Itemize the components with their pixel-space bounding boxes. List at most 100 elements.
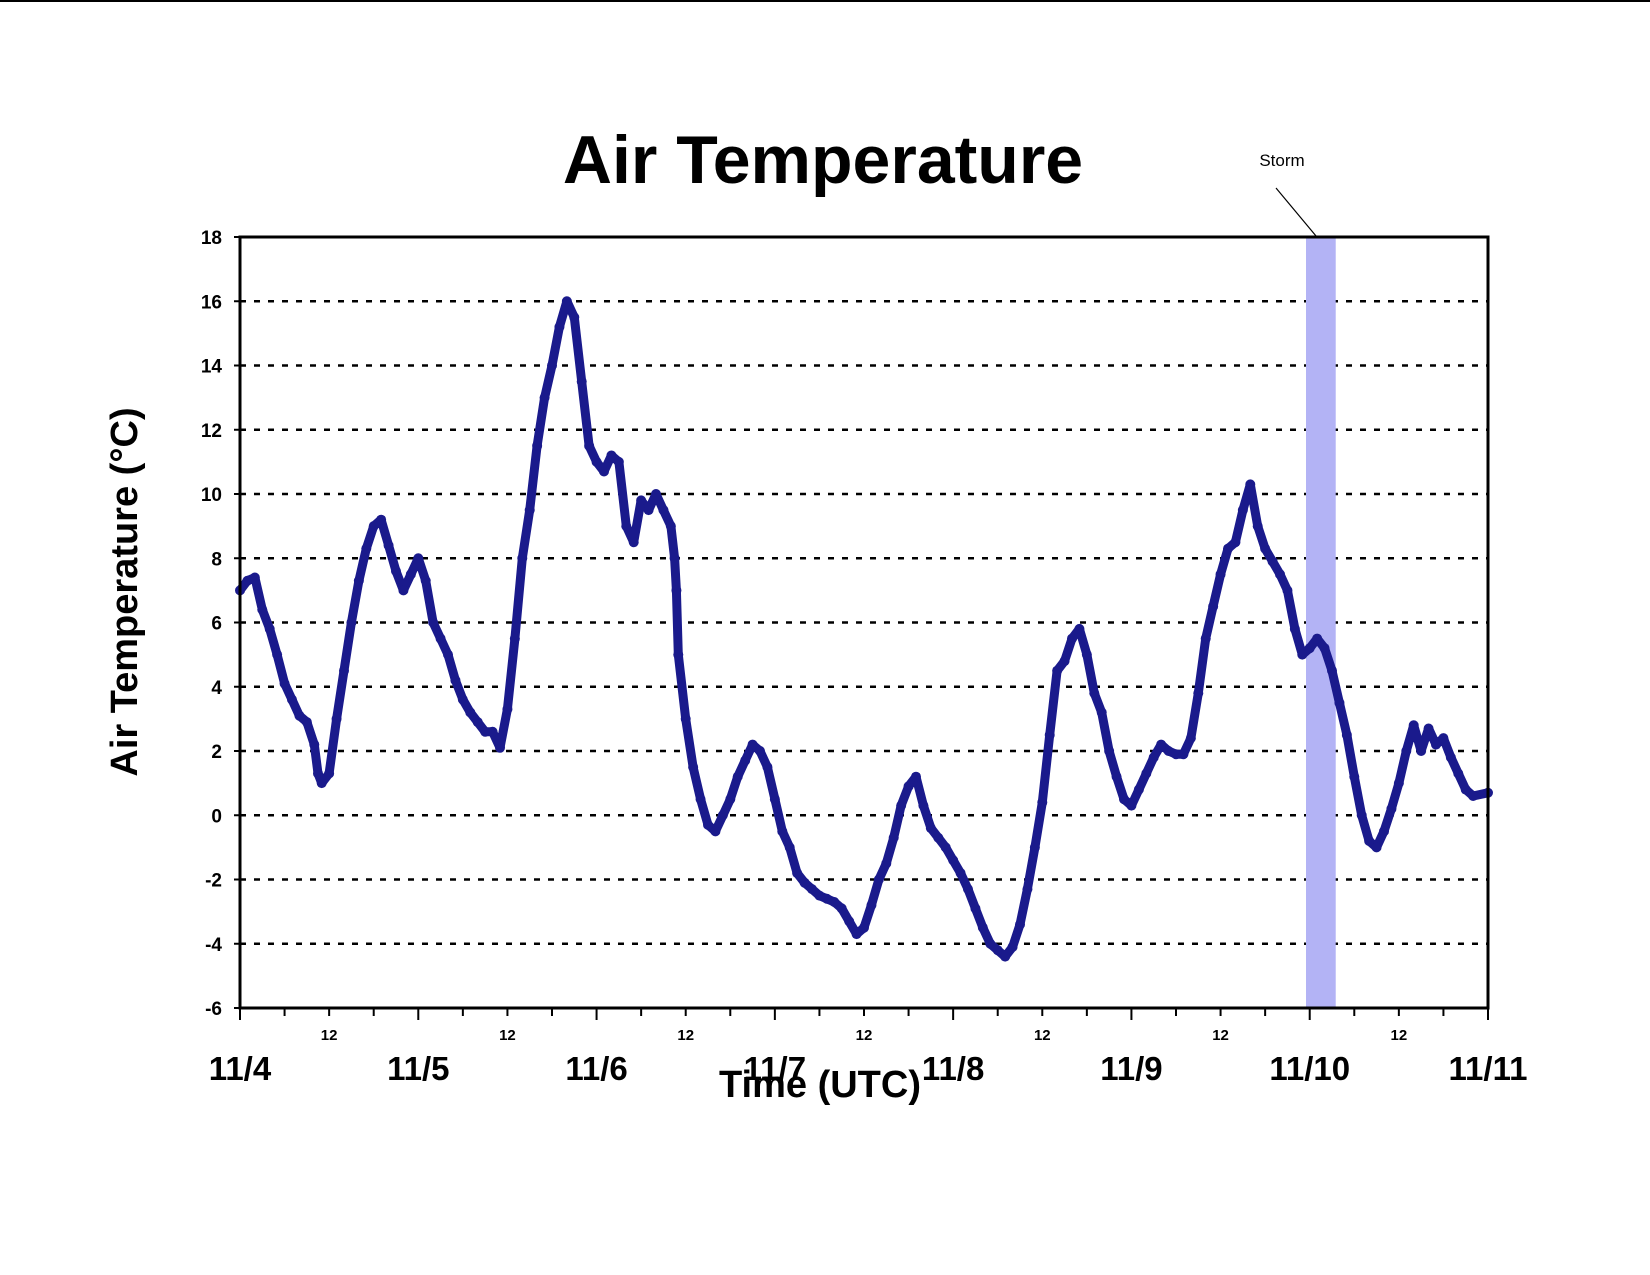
data-point	[836, 903, 847, 914]
data-point	[740, 755, 751, 766]
data-point	[1148, 752, 1159, 763]
data-point	[569, 312, 580, 323]
data-point	[1126, 800, 1137, 811]
data-point	[628, 537, 639, 548]
data-point	[918, 800, 929, 811]
y-tick-label: 6	[211, 614, 222, 635]
data-point	[1133, 784, 1144, 795]
data-point	[376, 514, 387, 525]
data-point	[1252, 521, 1263, 532]
y-tick-label: 0	[211, 806, 222, 827]
data-point	[1364, 835, 1375, 846]
data-point	[1081, 649, 1092, 660]
data-point	[710, 826, 721, 837]
data-point	[428, 617, 439, 628]
temperature-series	[235, 296, 1493, 962]
data-point	[643, 505, 654, 516]
y-tick-label: 8	[211, 549, 222, 570]
data-point	[368, 521, 379, 532]
data-point	[1468, 790, 1479, 801]
data-point	[829, 896, 840, 907]
data-point	[487, 726, 498, 737]
data-point	[1223, 543, 1233, 554]
data-point	[353, 575, 364, 586]
storm-band	[1306, 237, 1336, 1008]
data-point	[346, 617, 357, 628]
data-point	[1171, 749, 1181, 760]
x-axis-ticks: 11/4 11/5 11/6 11/7 11/8 11/9 11/10 11/11 12 12 12…	[209, 1008, 1528, 1087]
data-point	[1237, 505, 1248, 516]
data-point	[1416, 746, 1427, 756]
data-point	[264, 623, 275, 634]
data-point	[1245, 479, 1256, 490]
data-point	[339, 665, 349, 676]
data-point	[1119, 794, 1129, 805]
data-point	[1431, 739, 1441, 750]
x-noon-label: 12	[677, 1027, 694, 1044]
data-point	[331, 713, 342, 724]
data-point	[717, 810, 728, 821]
data-point	[502, 704, 513, 715]
x-date-label: 11/10	[1269, 1050, 1350, 1087]
data-point	[725, 794, 736, 805]
data-point	[1356, 810, 1367, 821]
x-noon-label: 12	[1391, 1027, 1408, 1044]
data-point	[272, 649, 283, 660]
data-point	[799, 877, 810, 888]
data-point	[1074, 623, 1085, 634]
data-point	[576, 376, 587, 387]
x-date-label: 11/4	[209, 1050, 272, 1087]
y-tick-label: -6	[205, 999, 222, 1020]
x-date-label: 11/7	[744, 1050, 806, 1087]
data-point	[383, 540, 394, 551]
data-point	[1215, 569, 1226, 580]
data-point	[673, 649, 684, 660]
data-point	[807, 884, 817, 895]
data-point	[680, 713, 691, 724]
data-point	[457, 694, 468, 705]
data-point	[1408, 720, 1419, 731]
data-point	[903, 781, 914, 792]
top-border-line	[0, 0, 1650, 2]
data-point	[361, 543, 372, 554]
data-point	[294, 710, 305, 721]
data-point	[1312, 633, 1323, 644]
data-point	[1059, 656, 1070, 667]
data-point	[925, 823, 936, 834]
data-point	[1282, 585, 1293, 596]
data-point	[1141, 768, 1152, 779]
x-noon-label: 12	[499, 1027, 516, 1044]
data-point	[636, 495, 647, 506]
data-point	[1275, 569, 1285, 580]
data-point	[420, 575, 431, 586]
data-point	[669, 553, 680, 564]
x-date-label: 11/5	[387, 1050, 449, 1087]
data-point	[606, 450, 617, 461]
data-point	[940, 842, 951, 853]
data-point	[1371, 842, 1382, 853]
y-tick-label: 12	[201, 421, 222, 442]
x-noon-label: 12	[856, 1027, 873, 1044]
data-point	[665, 521, 676, 532]
data-point	[1208, 601, 1219, 612]
x-noon-label: 12	[1034, 1027, 1051, 1044]
data-point	[985, 938, 996, 949]
data-point	[1052, 665, 1063, 676]
data-point	[324, 768, 335, 779]
data-point	[1438, 733, 1449, 744]
data-point	[405, 569, 416, 580]
data-point	[1067, 633, 1077, 644]
data-point	[933, 832, 944, 843]
data-point	[671, 585, 682, 596]
y-tick-label: 2	[211, 742, 222, 763]
data-point	[859, 922, 869, 933]
x-date-label: 11/11	[1449, 1050, 1528, 1087]
data-point	[257, 604, 268, 615]
data-point	[1297, 649, 1308, 660]
data-point	[613, 456, 624, 467]
data-point	[584, 440, 595, 451]
data-point	[1178, 749, 1189, 760]
data-point	[1393, 778, 1404, 789]
data-point	[1230, 537, 1241, 548]
data-point	[591, 456, 602, 467]
